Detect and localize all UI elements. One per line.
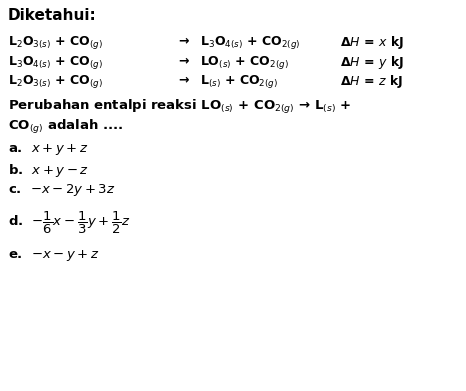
- Text: e.  $-x - y + z$: e. $-x - y + z$: [8, 248, 100, 263]
- Text: b.  $x + y - z$: b. $x + y - z$: [8, 162, 89, 179]
- Text: L$_3$O$_{4(s)}$ + CO$_{(g)}$: L$_3$O$_{4(s)}$ + CO$_{(g)}$: [8, 54, 103, 71]
- Text: CO$_{(g)}$ adalah ....: CO$_{(g)}$ adalah ....: [8, 118, 123, 136]
- Text: Δ$H$ = $x$ kJ: Δ$H$ = $x$ kJ: [340, 34, 404, 51]
- Text: LO$_{(s)}$ + CO$_{2(g)}$: LO$_{(s)}$ + CO$_{2(g)}$: [200, 54, 289, 71]
- Text: L$_3$O$_{4(s)}$ + CO$_{2(g)}$: L$_3$O$_{4(s)}$ + CO$_{2(g)}$: [200, 34, 301, 51]
- Text: c.  $-x - 2y + 3z$: c. $-x - 2y + 3z$: [8, 182, 116, 198]
- Text: Δ$H$ = $z$ kJ: Δ$H$ = $z$ kJ: [340, 73, 403, 90]
- Text: →: →: [178, 34, 189, 47]
- Text: L$_2$O$_{3(s)}$ + CO$_{(g)}$: L$_2$O$_{3(s)}$ + CO$_{(g)}$: [8, 34, 103, 51]
- Text: d.  $-\dfrac{1}{6}x - \dfrac{1}{3}y + \dfrac{1}{2}z$: d. $-\dfrac{1}{6}x - \dfrac{1}{3}y + \df…: [8, 210, 130, 236]
- Text: L$_2$O$_{3(s)}$ + CO$_{(g)}$: L$_2$O$_{3(s)}$ + CO$_{(g)}$: [8, 73, 103, 90]
- Text: L$_{(s)}$ + CO$_{2(g)}$: L$_{(s)}$ + CO$_{2(g)}$: [200, 73, 278, 90]
- Text: Diketahui:: Diketahui:: [8, 8, 97, 23]
- Text: a.  $x + y + z$: a. $x + y + z$: [8, 142, 89, 157]
- Text: Perubahan entalpi reaksi LO$_{(s)}$ + CO$_{2(g)}$ → L$_{(s)}$ +: Perubahan entalpi reaksi LO$_{(s)}$ + CO…: [8, 98, 351, 116]
- Text: →: →: [178, 54, 189, 67]
- Text: →: →: [178, 73, 189, 86]
- Text: Δ$H$ = $y$ kJ: Δ$H$ = $y$ kJ: [340, 54, 404, 71]
